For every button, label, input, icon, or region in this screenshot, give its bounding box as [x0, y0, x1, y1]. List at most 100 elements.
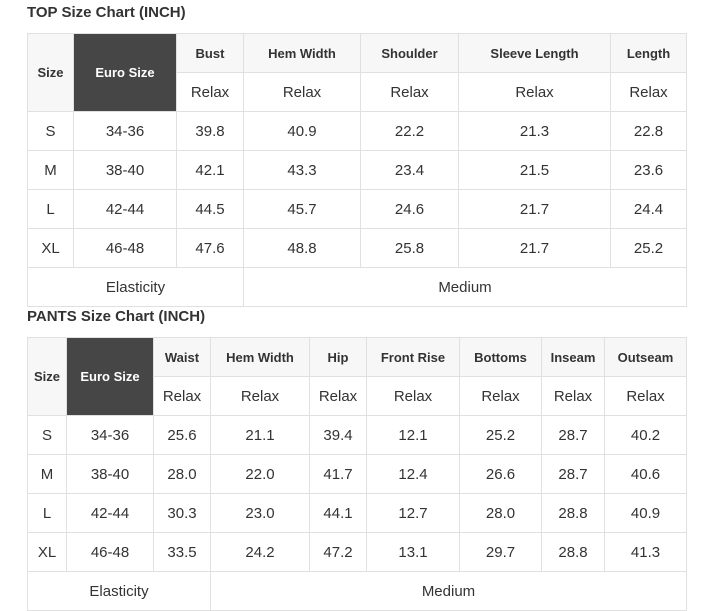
- value-cell: 26.6: [459, 454, 542, 494]
- value-cell: 28.7: [541, 415, 605, 455]
- value-cell: 42-44: [66, 493, 154, 533]
- table-row: S 34-36 25.6 21.1 39.4 12.1 25.2 28.7 40.2: [27, 415, 687, 455]
- value-cell: 24.6: [360, 189, 459, 229]
- fit-type-cell: Relax: [309, 376, 367, 416]
- value-cell: 38-40: [73, 150, 177, 190]
- value-cell: 40.6: [604, 454, 687, 494]
- fit-type-cell: Relax: [153, 376, 211, 416]
- value-cell: 40.9: [604, 493, 687, 533]
- value-cell: 47.6: [176, 228, 244, 268]
- pants-size-table: Size Euro Size Waist Hem Width Hip Front Rise…: [27, 337, 687, 611]
- value-cell: 45.7: [243, 189, 361, 229]
- size-cell: XL: [27, 532, 67, 572]
- value-cell: 23.6: [610, 150, 687, 190]
- value-cell: 21.7: [458, 189, 611, 229]
- header-inseam: Inseam: [541, 337, 605, 377]
- value-cell: 48.8: [243, 228, 361, 268]
- value-cell: 21.5: [458, 150, 611, 190]
- value-cell: 23.0: [210, 493, 310, 533]
- header-hip: Hip: [309, 337, 367, 377]
- value-cell: 46-48: [73, 228, 177, 268]
- table-row: XL 46-48 47.6 48.8 25.8 21.7 25.2: [27, 228, 687, 268]
- value-cell: 39.8: [176, 111, 244, 151]
- table-row: M 38-40 42.1 43.3 23.4 21.5 23.6: [27, 150, 687, 190]
- value-cell: 34-36: [73, 111, 177, 151]
- value-cell: 42.1: [176, 150, 244, 190]
- table-row: S 34-36 39.8 40.9 22.2 21.3 22.8: [27, 111, 687, 151]
- header-hem-width: Hem Width: [210, 337, 310, 377]
- table-row: XL 46-48 33.5 24.2 47.2 13.1 29.7 28.8 41.3: [27, 532, 687, 572]
- value-cell: 25.2: [459, 415, 542, 455]
- value-cell: 34-36: [66, 415, 154, 455]
- size-cell: S: [27, 415, 67, 455]
- header-outseam: Outseam: [604, 337, 687, 377]
- header-euro-size: Euro Size: [66, 337, 154, 416]
- header-waist: Waist: [153, 337, 211, 377]
- value-cell: 12.4: [366, 454, 460, 494]
- value-cell: 21.7: [458, 228, 611, 268]
- size-cell: M: [27, 150, 74, 190]
- top-size-table: Size Euro Size Bust Hem Width Shoulder Sleeve…: [27, 33, 687, 307]
- value-cell: 30.3: [153, 493, 211, 533]
- value-cell: 24.2: [210, 532, 310, 572]
- fit-type-cell: Relax: [366, 376, 460, 416]
- value-cell: 42-44: [73, 189, 177, 229]
- value-cell: 22.2: [360, 111, 459, 151]
- header-euro-size: Euro Size: [73, 33, 177, 112]
- value-cell: 41.3: [604, 532, 687, 572]
- value-cell: 43.3: [243, 150, 361, 190]
- header-row: Size Euro Size Waist Hem Width Hip Front Rise…: [27, 337, 687, 416]
- size-cell: L: [27, 189, 74, 229]
- header-length: Length: [610, 33, 687, 73]
- fit-type-cell: Relax: [610, 72, 687, 112]
- value-cell: 33.5: [153, 532, 211, 572]
- value-cell: 28.7: [541, 454, 605, 494]
- value-cell: 25.6: [153, 415, 211, 455]
- value-cell: 28.8: [541, 493, 605, 533]
- elasticity-value: Medium: [210, 571, 687, 611]
- value-cell: 39.4: [309, 415, 367, 455]
- value-cell: 44.5: [176, 189, 244, 229]
- top-chart-title: TOP Size Chart (INCH): [27, 4, 186, 21]
- header-row: Size Euro Size Bust Hem Width Shoulder Sleeve…: [27, 33, 687, 112]
- value-cell: 28.8: [541, 532, 605, 572]
- value-cell: 13.1: [366, 532, 460, 572]
- fit-type-cell: Relax: [458, 72, 611, 112]
- value-cell: 12.7: [366, 493, 460, 533]
- size-cell: M: [27, 454, 67, 494]
- fit-type-cell: Relax: [604, 376, 687, 416]
- value-cell: 21.1: [210, 415, 310, 455]
- value-cell: 47.2: [309, 532, 367, 572]
- header-bottoms: Bottoms: [459, 337, 542, 377]
- header-hem-width: Hem Width: [243, 33, 361, 73]
- fit-type-cell: Relax: [210, 376, 310, 416]
- header-bust: Bust: [176, 33, 244, 73]
- value-cell: 12.1: [366, 415, 460, 455]
- value-cell: 22.0: [210, 454, 310, 494]
- elasticity-row: Elasticity Medium: [27, 267, 687, 307]
- subheader-row: Relax Relax Relax Relax Relax Relax Relax: [28, 376, 687, 416]
- value-cell: 44.1: [309, 493, 367, 533]
- header-sleeve-length: Sleeve Length: [458, 33, 611, 73]
- elasticity-label: Elasticity: [27, 267, 244, 307]
- size-cell: L: [27, 493, 67, 533]
- elasticity-value: Medium: [243, 267, 687, 307]
- value-cell: 24.4: [610, 189, 687, 229]
- value-cell: 28.0: [459, 493, 542, 533]
- value-cell: 41.7: [309, 454, 367, 494]
- value-cell: 46-48: [66, 532, 154, 572]
- value-cell: 40.2: [604, 415, 687, 455]
- value-cell: 21.3: [458, 111, 611, 151]
- subheader-row: Relax Relax Relax Relax Relax: [28, 72, 687, 112]
- elasticity-label: Elasticity: [27, 571, 211, 611]
- size-cell: XL: [27, 228, 74, 268]
- value-cell: 40.9: [243, 111, 361, 151]
- header-front-rise: Front Rise: [366, 337, 460, 377]
- fit-type-cell: Relax: [541, 376, 605, 416]
- value-cell: 38-40: [66, 454, 154, 494]
- header-shoulder: Shoulder: [360, 33, 459, 73]
- value-cell: 25.2: [610, 228, 687, 268]
- fit-type-cell: Relax: [459, 376, 542, 416]
- value-cell: 22.8: [610, 111, 687, 151]
- fit-type-cell: Relax: [360, 72, 459, 112]
